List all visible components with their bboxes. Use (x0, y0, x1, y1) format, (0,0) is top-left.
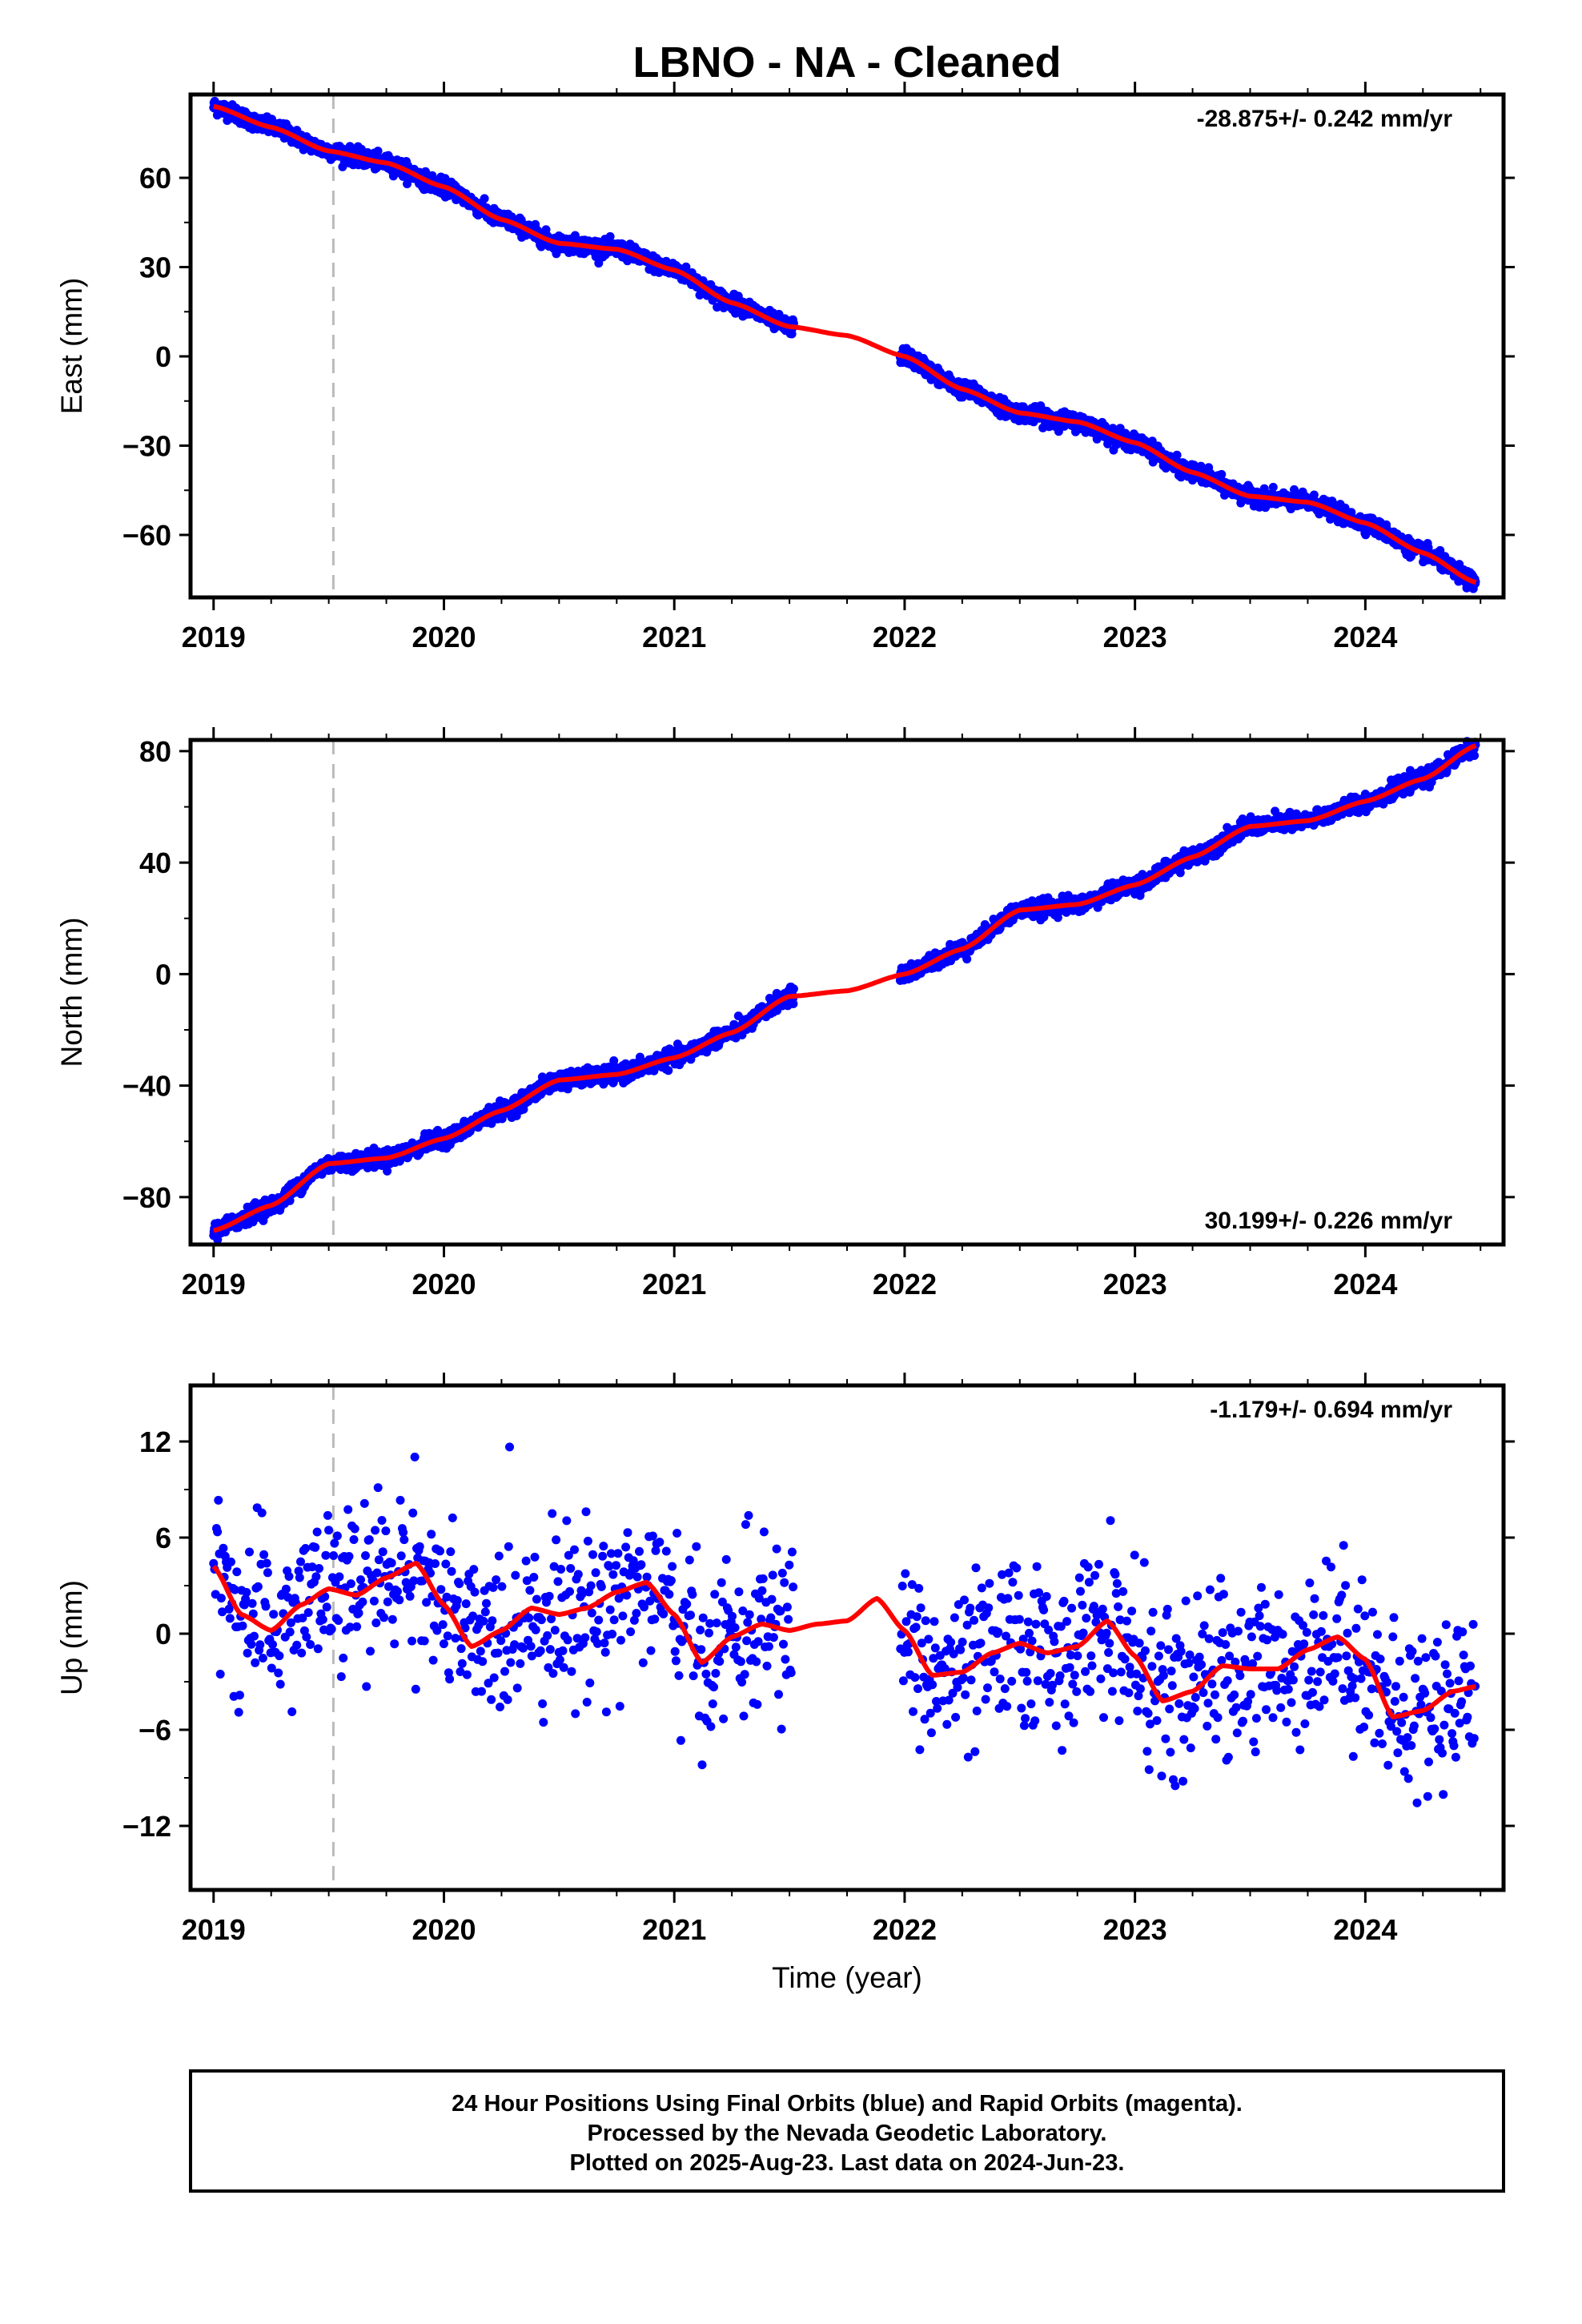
x-tick-label: 2023 (1103, 621, 1167, 653)
data-point (681, 262, 691, 271)
data-point (789, 984, 798, 994)
data-point (570, 231, 580, 240)
y-tick-label: 60 (139, 162, 171, 195)
data-point (664, 1066, 673, 1076)
data-point (605, 231, 615, 241)
east-panel: 60 30 0 −30 −60 2019 2020 2021 2022 2023 2024 East … (55, 82, 1515, 653)
data-points (209, 96, 1480, 593)
y-tick-label: −30 (122, 429, 171, 462)
x-tick-label: 2021 (642, 621, 706, 653)
data-point (962, 955, 972, 964)
data-point (789, 999, 798, 1008)
x-tick-label: 2022 (873, 621, 937, 653)
data-point (373, 147, 383, 156)
x-tick-label: 2020 (412, 621, 476, 653)
y-tick-label: 0 (155, 340, 171, 373)
rate-annotation: -28.875+/- 0.242 mm/yr (1197, 106, 1453, 132)
x-tick-label: 2019 (182, 621, 246, 653)
data-point (403, 179, 412, 189)
data-point (480, 194, 489, 203)
data-point (1217, 469, 1227, 479)
x-tick-label: 2024 (1333, 621, 1397, 653)
y-axis-label: East (mm) (55, 278, 88, 415)
figure-title: LBNO - NA - Cleaned (632, 38, 1061, 86)
data-point (1172, 450, 1182, 460)
data-point (1268, 482, 1278, 492)
y-tick-label: 30 (139, 251, 171, 284)
y-tick-label: −60 (122, 519, 171, 552)
